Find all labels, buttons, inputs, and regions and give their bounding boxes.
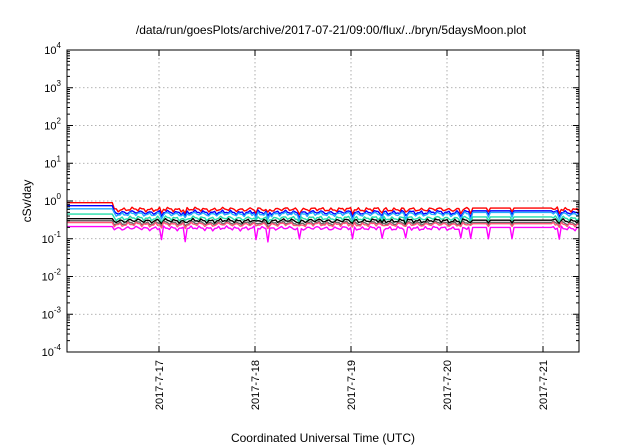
x-tick-label: 2017-7-17 [154, 360, 166, 410]
grid [67, 50, 579, 352]
series-line-6 [67, 220, 580, 228]
series-line-8 [67, 225, 580, 243]
x-tick-label: 2017-7-20 [442, 360, 454, 410]
x-axis: 2017-7-17 2017-7-18 2017-7-19 2017-7-20 2017… [154, 50, 550, 410]
y-tick-label: 102 [44, 117, 61, 133]
y-tick-label: 10-1 [42, 230, 62, 246]
y-axis-label: cSv/day [20, 180, 34, 223]
y-tick-label: 104 [44, 41, 61, 57]
y-tick-label: 10-2 [42, 268, 62, 284]
y-tick-label: 10-3 [42, 305, 62, 321]
chart-title: /data/run/goesPlots/archive/2017-07-21/0… [136, 23, 527, 37]
x-tick-label: 2017-7-21 [538, 360, 550, 410]
x-tick-label: 2017-7-19 [346, 360, 358, 410]
x-axis-label: Coordinated Universal Time (UTC) [231, 431, 415, 445]
y-tick-label: 100 [44, 192, 61, 208]
series-group [67, 202, 580, 243]
series-line-7 [67, 221, 580, 230]
y-tick-label: 10-4 [42, 343, 62, 359]
y-tick-label: 101 [44, 154, 61, 170]
y-tick-label: 103 [44, 79, 61, 95]
series-line-1 [67, 202, 580, 216]
x-tick-label: 2017-7-18 [250, 360, 262, 410]
series-line-2 [67, 205, 580, 219]
series-line-3 [67, 208, 580, 222]
series-line-5 [67, 217, 580, 226]
y-axis: 10-4 10-3 10-2 10-1 100 101 102 103 104 [42, 41, 579, 359]
series-line-4 [67, 213, 580, 224]
